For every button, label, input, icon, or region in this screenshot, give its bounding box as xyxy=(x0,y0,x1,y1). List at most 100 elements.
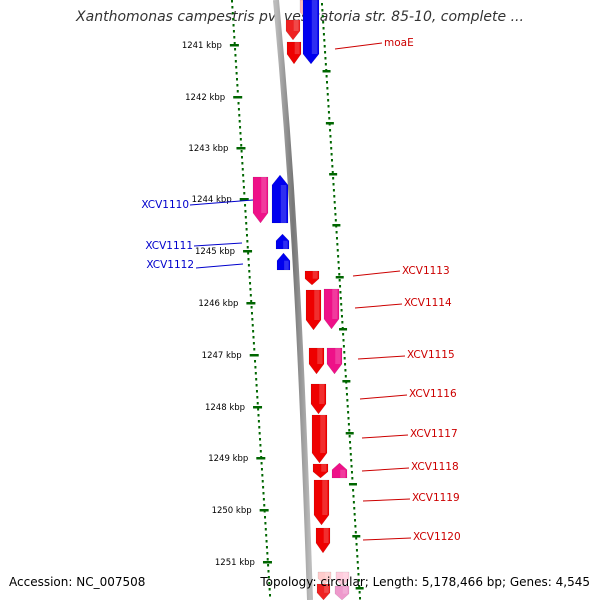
tick-mark xyxy=(259,509,269,512)
gene-label-xcv1111[interactable]: XCV1111 xyxy=(145,240,193,252)
lane-dot xyxy=(235,66,238,69)
lane-dot xyxy=(240,150,243,153)
lane-dot xyxy=(327,99,330,102)
gene-arrow xyxy=(335,571,350,587)
lane-dot xyxy=(233,36,236,39)
lane-dot xyxy=(330,159,333,162)
gene-arrow xyxy=(286,41,302,65)
lane-dot xyxy=(260,468,263,471)
gene-arrow xyxy=(302,0,320,65)
lane-dot xyxy=(346,399,349,402)
gene-leader-line xyxy=(362,498,411,502)
lane-dot xyxy=(324,51,327,54)
gene-label-xcv1110[interactable]: XCV1110 xyxy=(141,199,189,211)
lane-dot xyxy=(255,378,258,381)
lane-dot xyxy=(328,117,331,120)
gene-label-xcv1115[interactable]: XCV1115 xyxy=(407,349,455,361)
lane-dot xyxy=(269,594,272,597)
lane-dot xyxy=(357,573,360,576)
tick-mark xyxy=(239,198,249,201)
gene-arrow xyxy=(285,19,301,41)
tick-mark xyxy=(233,96,243,99)
gene-arrow-shade xyxy=(314,290,320,320)
tick-label: 1242 kbp xyxy=(185,93,225,103)
lane-dot xyxy=(242,174,245,177)
gene-label-xcv1114[interactable]: XCV1114 xyxy=(404,297,452,309)
gene-leader-line xyxy=(359,394,408,400)
lane-dot xyxy=(247,264,250,267)
gene-arrow-shade xyxy=(319,384,325,404)
lane-dot xyxy=(349,447,352,450)
lane-dot xyxy=(352,495,355,498)
tick-mark xyxy=(348,483,357,486)
lane-dot xyxy=(264,528,267,531)
lane-dot xyxy=(325,75,328,78)
gene-label-xcv1119[interactable]: XCV1119 xyxy=(412,492,460,504)
lane-dot xyxy=(240,144,243,147)
lane-dot xyxy=(332,189,335,192)
gene-label-xcv1120[interactable]: XCV1120 xyxy=(413,531,461,543)
gene-arrow-shade xyxy=(261,177,267,213)
gene-arrow-shade xyxy=(342,586,348,594)
lane-dot xyxy=(250,306,253,309)
lane-dot xyxy=(325,81,328,84)
gene-arrow-shade xyxy=(311,0,318,54)
lane-dot xyxy=(248,270,251,273)
lane-dot xyxy=(326,87,329,90)
lane-dot xyxy=(243,192,246,195)
lane-dot xyxy=(236,84,239,87)
lane-dot xyxy=(355,537,358,540)
gene-arrow-shade xyxy=(284,260,289,270)
tick-label: 1247 kbp xyxy=(202,351,242,361)
tick-label: 1248 kbp xyxy=(205,403,245,413)
gene-arrow-shade xyxy=(340,469,346,478)
lane-dot xyxy=(238,114,241,117)
tick-mark xyxy=(249,354,259,357)
lane-dot xyxy=(342,345,345,348)
gene-label-xcv1113[interactable]: XCV1113 xyxy=(402,265,450,277)
lane-dot xyxy=(327,111,330,114)
gene-label-xcv1116[interactable]: XCV1116 xyxy=(409,388,457,400)
lane-dot xyxy=(264,516,267,519)
gene-label-moae[interactable]: moaE xyxy=(384,37,414,49)
lane-dot xyxy=(344,369,347,372)
gene-leader-line xyxy=(195,263,244,269)
gene-label-xcv1118[interactable]: XCV1118 xyxy=(411,461,459,473)
tick-mark xyxy=(355,587,364,590)
lane-dot xyxy=(237,102,240,105)
lane-dot xyxy=(338,273,341,276)
tick-mark xyxy=(256,457,266,460)
lane-dot xyxy=(265,546,268,549)
lane-dot xyxy=(331,171,334,174)
gene-leader-line xyxy=(361,467,410,472)
gene-leader-line xyxy=(189,199,254,206)
lane-dot xyxy=(267,576,270,579)
lane-dot xyxy=(349,453,352,456)
gene-leader-line xyxy=(352,270,401,277)
lane-dot xyxy=(340,303,343,306)
lane-dot xyxy=(358,591,361,594)
lane-dot xyxy=(235,72,238,75)
lane-dot xyxy=(261,474,264,477)
gene-arrow xyxy=(271,174,289,224)
gene-label-xcv1112[interactable]: XCV1112 xyxy=(146,259,194,271)
tick-mark xyxy=(246,302,256,305)
gene-arrow-shade xyxy=(322,480,328,515)
lane-dot xyxy=(336,243,339,246)
gene-arrow xyxy=(252,176,269,224)
lane-dot xyxy=(340,315,343,318)
gene-arrow-shade xyxy=(283,240,288,249)
lane-dot xyxy=(231,6,234,9)
lane-dot xyxy=(357,579,360,582)
lane-dot xyxy=(234,54,237,57)
lane-dot xyxy=(349,441,352,444)
lane-dot xyxy=(343,351,346,354)
tick-mark xyxy=(339,328,348,331)
gene-label-xcv1117[interactable]: XCV1117 xyxy=(410,428,458,440)
gene-arrow-shade xyxy=(324,584,329,593)
lane-dot xyxy=(239,138,242,141)
lane-dot xyxy=(330,153,333,156)
lane-dot xyxy=(268,588,271,591)
gene-arrow xyxy=(276,252,291,271)
lane-dot xyxy=(262,486,265,489)
